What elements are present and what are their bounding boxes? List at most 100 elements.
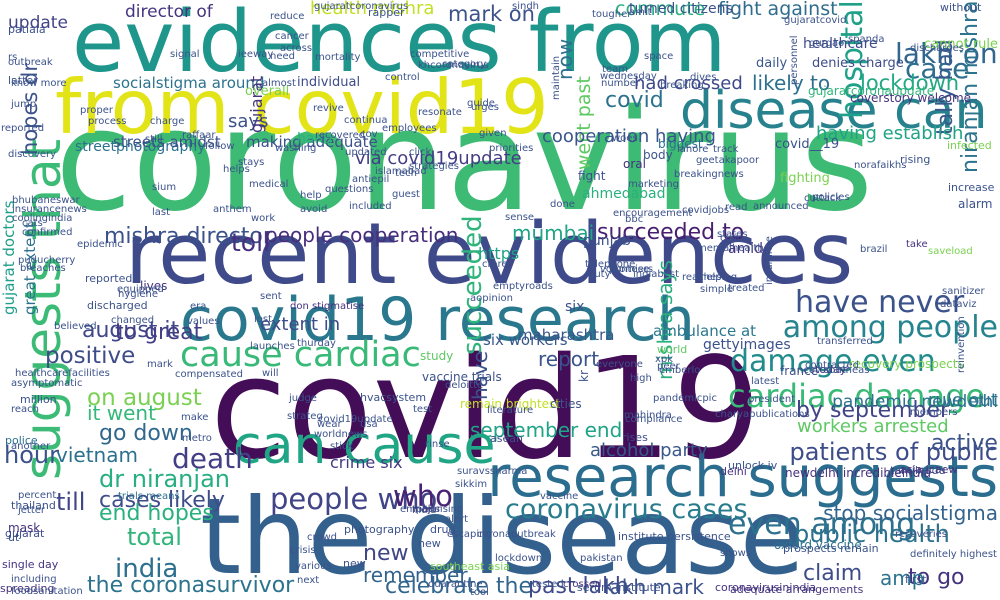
cloud-word: islamabad: [375, 166, 427, 177]
cloud-word: breaches: [20, 263, 66, 274]
cloud-word: track: [713, 144, 739, 155]
cloud-word: covid: [605, 88, 664, 113]
cloud-word: encouragement: [613, 208, 693, 219]
cloud-word: reduce: [270, 11, 305, 22]
cloud-word: telephone: [585, 259, 636, 270]
cloud-word: confirmed: [22, 227, 73, 238]
cloud-word: have never: [795, 285, 965, 320]
cloud-word: announced: [753, 201, 809, 212]
cloud-word: strategies: [409, 161, 459, 172]
cloud-word: to go: [908, 565, 965, 590]
cloud-word: jump: [11, 99, 37, 110]
cloud-word: promise: [609, 264, 650, 275]
cloud-word: another: [11, 441, 51, 452]
cloud-word: values: [187, 316, 220, 327]
cloud-word: having establish: [816, 123, 964, 144]
cloud-word: latter: [8, 74, 38, 87]
cloud-word: alcohol party: [590, 440, 708, 461]
cloud-word: covid__19: [775, 137, 840, 152]
cloud-word: succeeded to: [597, 220, 745, 245]
cloud-word: medical: [249, 179, 289, 190]
cloud-word: outbreak: [8, 57, 53, 68]
cloud-word: infected: [947, 139, 992, 152]
cloud-word: tech: [395, 168, 417, 179]
cloud-word: space: [644, 51, 674, 62]
cloud-word: recent evidences: [125, 205, 854, 304]
cloud-word: states: [717, 229, 748, 240]
cloud-word: insurance: [764, 236, 775, 285]
cloud-word: done: [550, 199, 575, 210]
cloud-word: compensated: [175, 369, 243, 380]
cloud-word: covid19 research: [180, 285, 695, 355]
cloud-word: september end: [470, 418, 623, 442]
cloud-word: went past: [573, 76, 595, 170]
cloud-word: fighting: [780, 171, 830, 186]
cloud-word: alarm: [958, 197, 993, 211]
cloud-word: evidences from: [72, 0, 727, 92]
cloud-word: definitely highest: [910, 549, 997, 560]
cloud-word: avoid: [300, 204, 328, 215]
cloud-word: insurancenews: [12, 204, 87, 215]
cloud-word: xpk: [655, 354, 674, 365]
cloud-word: kr: [577, 370, 591, 382]
cloud-word: compliance: [625, 414, 683, 425]
cloud-word: lockdown: [495, 553, 543, 564]
cloud-word: total: [127, 523, 182, 551]
cloud-word: death: [172, 442, 253, 475]
cloud-word: maintain: [551, 55, 562, 100]
cloud-word: it went: [87, 401, 156, 425]
cloud-word: mishra director: [104, 224, 272, 249]
cloud-word: denies charge: [812, 56, 904, 71]
cloud-word: without: [940, 1, 982, 14]
cloud-word: among people: [782, 310, 998, 345]
cloud-word: pandemic newdelhi: [832, 392, 998, 412]
cloud-word: including: [11, 574, 57, 585]
cloud-word: updated: [345, 147, 387, 158]
cloud-word: geetakapoor: [696, 155, 760, 166]
cloud-word: emphasising: [400, 504, 464, 515]
cloud-word: august it: [82, 318, 180, 343]
cloud-word: volunteers: [600, 264, 654, 275]
cloud-word: metro: [182, 433, 212, 444]
cloud-word: thailand: [11, 499, 56, 512]
cloud-word: shows: [720, 548, 752, 559]
cloud-word: charge: [150, 116, 185, 127]
cloud-word: competitive: [410, 49, 470, 60]
cloud-word: suravssharma: [457, 466, 528, 477]
cloud-word: cooperation having: [542, 126, 716, 147]
cloud-word: need: [270, 51, 295, 62]
cloud-word: marketing: [628, 179, 679, 190]
cloud-word: quarantine: [428, 579, 483, 590]
cloud-word: know more: [11, 78, 67, 89]
cloud-word: gettyimages: [703, 337, 791, 353]
cloud-word: across: [280, 43, 313, 54]
cloud-word: cities: [550, 397, 582, 411]
cloud-word: mask: [8, 521, 41, 535]
cloud-word: drug: [430, 523, 456, 536]
cloud-word: dives: [690, 72, 717, 83]
cloud-word: new: [343, 557, 366, 570]
cloud-word: daily: [756, 56, 788, 71]
cloud-word: socialstigma around: [113, 74, 265, 92]
cloud-word: wear: [317, 419, 342, 430]
cloud-word: cancer: [275, 31, 309, 42]
cloud-word: anthem: [213, 204, 252, 215]
cloud-word: rising: [900, 153, 931, 166]
cloud-word: toll: [231, 228, 270, 257]
cloud-word: coronavirus: [55, 80, 874, 243]
cloud-word: workers arrested: [797, 416, 949, 437]
cloud-word: team: [602, 64, 628, 75]
cloud-word: included: [349, 201, 392, 212]
cloud-word: mark: [147, 359, 173, 370]
cloud-word: equipped: [117, 284, 164, 295]
cloud-word: major: [412, 504, 441, 515]
cloud-word: don stigmatise: [290, 301, 365, 312]
cloud-word: dataviz: [940, 299, 977, 310]
cloud-word: strateg: [287, 411, 323, 422]
cloud-word: category: [442, 59, 487, 70]
cloud-word: judge: [289, 393, 317, 404]
cloud-word: director of: [125, 2, 213, 22]
cloud-word: can cause: [233, 416, 496, 476]
cloud-word: healthcarefacilities: [15, 368, 110, 379]
